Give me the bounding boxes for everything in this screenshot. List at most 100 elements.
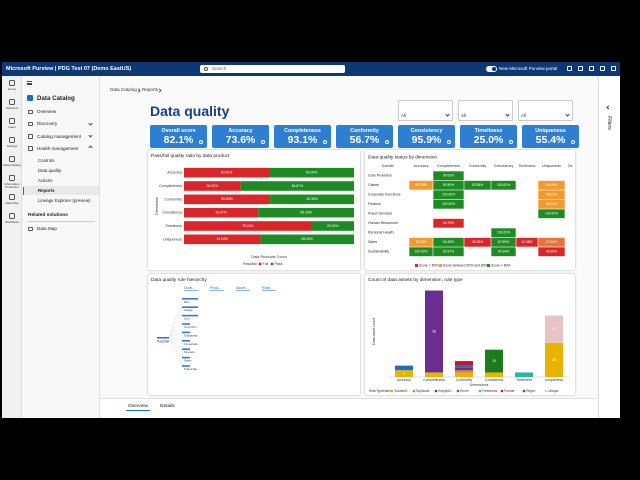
value-label: 50.64% <box>221 197 233 201</box>
kpi-label: Consistency <box>410 127 443 134</box>
info-icon[interactable] <box>261 140 265 144</box>
tree-node-label: Dat... <box>184 300 191 304</box>
header-icon[interactable] <box>600 66 605 71</box>
search-icon <box>204 66 208 71</box>
search-box[interactable] <box>200 65 345 73</box>
header-icon[interactable] <box>578 66 583 71</box>
kpi-label: Uniqueness <box>535 127 566 134</box>
info-icon[interactable] <box>199 140 203 144</box>
filter-dropdown[interactable] <box>518 100 573 121</box>
heatmap-title: Data quality status by dimension <box>368 154 437 160</box>
toggle[interactable] <box>486 66 497 72</box>
column-header: Ov <box>568 164 573 168</box>
search-placeholder[interactable]: Search <box>212 66 227 72</box>
filter-value[interactable]: All <box>461 113 466 118</box>
tree-connector <box>168 332 183 338</box>
level-header[interactable]: Prod... <box>210 286 221 290</box>
tree-node-bar <box>182 365 190 367</box>
rail-label[interactable]: Learn <box>8 124 16 129</box>
column-header: Conformity <box>469 164 487 168</box>
sidebar <box>22 76 100 418</box>
menu-line <box>27 82 32 84</box>
rail-label[interactable]: Workflows <box>5 219 19 224</box>
level-header[interactable]: Asset... <box>236 286 249 290</box>
x-tick-label: Accuracy <box>397 378 411 382</box>
value-label: 10 <box>492 359 496 363</box>
tree-node-label: Finance <box>184 350 195 354</box>
rail-icon[interactable] <box>9 118 15 124</box>
bar-segment <box>184 234 261 245</box>
nav-subitem[interactable]: Controls <box>38 158 55 164</box>
kpi-tile: Uniqueness 55.4% <box>522 125 579 148</box>
legend-label: Score between 50% and 80% <box>443 264 488 268</box>
header-icon[interactable] <box>589 66 594 71</box>
heatmap-cell <box>538 247 565 257</box>
info-icon[interactable] <box>447 140 451 144</box>
filter-dropdown[interactable] <box>458 100 513 121</box>
bar-segment <box>455 370 473 373</box>
header-icon[interactable] <box>567 66 572 71</box>
rail-icon[interactable] <box>9 194 15 200</box>
bar-segment <box>455 367 473 371</box>
value-label: 25.00% <box>327 224 339 228</box>
rail-icon[interactable] <box>9 175 15 181</box>
filters-pane[interactable] <box>598 76 620 418</box>
cell-value: 87.59% <box>498 240 509 244</box>
header-icon[interactable] <box>611 66 616 71</box>
info-icon[interactable] <box>323 140 327 144</box>
nav-subitem[interactable]: Actions <box>38 178 53 184</box>
heatmap-card: Data quality status by dimension Domain Ac… <box>365 150 575 270</box>
rail-label[interactable]: Information Protection <box>4 181 20 189</box>
rail-icon[interactable] <box>9 137 15 143</box>
level-header[interactable]: Rule... <box>262 286 273 290</box>
bar-segment <box>455 372 473 377</box>
cell-value: 45.38% <box>472 240 483 244</box>
tab[interactable]: Overview <box>128 403 148 409</box>
heatmap-cell <box>538 209 565 219</box>
filter-dropdown[interactable] <box>398 100 453 121</box>
nav-subitem[interactable]: Reports <box>38 188 55 194</box>
heatmap-cell <box>433 190 464 200</box>
nav-item[interactable]: Data Map <box>37 226 57 232</box>
level-header[interactable]: Dom... <box>184 286 195 290</box>
tree-connector <box>168 337 183 350</box>
value-label: 55.06% <box>301 237 313 241</box>
kpi-tile: Completeness 93.1% <box>274 125 331 148</box>
toggle-label: New Microsoft Purview portal <box>499 66 558 71</box>
filters-pane-title[interactable]: Filters <box>606 116 612 130</box>
rail-label[interactable]: Home <box>7 86 16 91</box>
breadcrumb-item[interactable]: Reports <box>142 87 159 92</box>
filter-value[interactable]: All <box>521 113 526 118</box>
column-header: Uniqueness <box>542 164 561 168</box>
cell-value: 94.38% <box>443 240 454 244</box>
kpi-value: 25.0% <box>473 134 504 146</box>
nav-subitem[interactable]: Lineage Explorer (preview) <box>38 198 91 204</box>
kpi-value: 95.9% <box>411 134 442 146</box>
info-icon[interactable] <box>385 140 389 144</box>
info-icon[interactable] <box>509 140 513 144</box>
bar-segment <box>184 181 241 191</box>
nav-item[interactable]: Health management <box>37 145 79 151</box>
nav-item[interactable]: Overview <box>37 109 57 114</box>
nav-subitem[interactable]: Data quality <box>38 168 62 174</box>
info-icon[interactable] <box>571 140 575 144</box>
row-header: Personal Health <box>368 230 394 234</box>
toggle-knob <box>492 67 496 71</box>
filter-value[interactable]: All <box>401 113 406 118</box>
rail-label[interactable]: Data Map <box>5 200 19 205</box>
breadcrumb-item[interactable]: Data Catalog <box>110 87 137 92</box>
nav-item[interactable]: Catalog management <box>37 133 81 139</box>
cell-value: 50.00% <box>546 183 557 187</box>
rail-icon[interactable] <box>9 99 15 105</box>
rail-icon[interactable] <box>9 156 15 162</box>
rail-label[interactable]: Settings <box>6 143 18 148</box>
value-label: 15 <box>552 358 556 362</box>
rail-icon[interactable] <box>9 80 15 86</box>
nav-item[interactable]: Discovery <box>37 121 58 127</box>
rail-label[interactable]: Solutions <box>5 105 19 110</box>
rail-label[interactable]: Data Catalog <box>3 162 21 167</box>
rail-icon[interactable] <box>9 213 15 219</box>
heatmap-cell <box>433 171 464 181</box>
tab[interactable]: Details <box>160 403 175 409</box>
bar-segment <box>485 349 503 373</box>
